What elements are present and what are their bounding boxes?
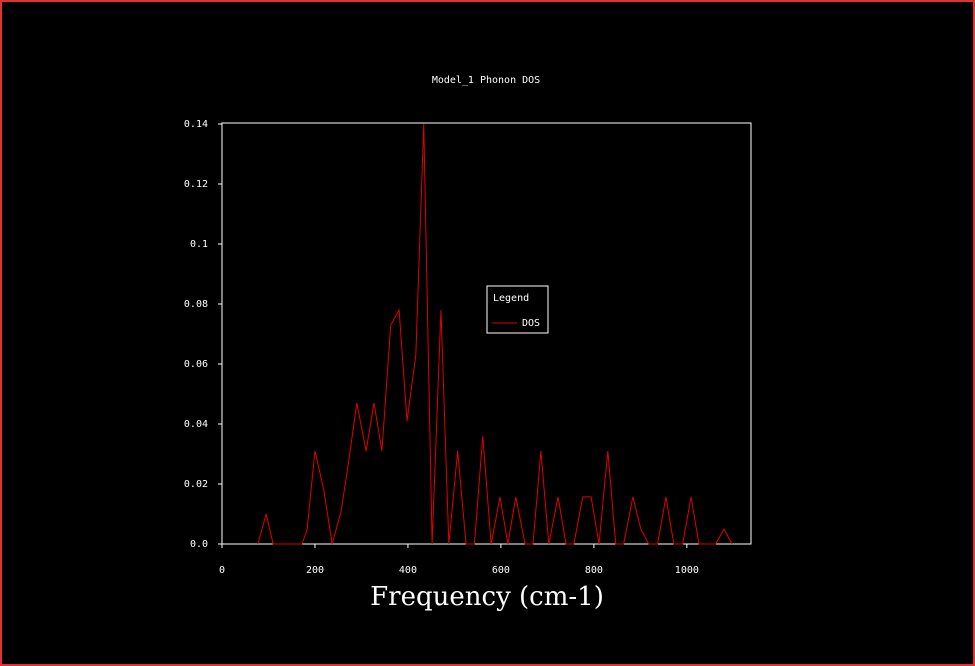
legend-label: DOS: [522, 318, 540, 329]
x-tick-label: 600: [492, 565, 510, 576]
data-line: [257, 123, 733, 545]
x-tick-label: 0: [219, 565, 225, 576]
x-axis-label: Frequency (cm-1): [370, 582, 604, 612]
y-tick-label: 0.14: [184, 119, 208, 130]
x-tick-label: 1000: [675, 565, 699, 576]
x-tick-label: 800: [585, 565, 603, 576]
plot-frame: [221, 122, 752, 545]
y-tick-label: 0.06: [184, 359, 208, 370]
y-tick-label: 0.08: [184, 299, 208, 310]
legend-box: [486, 285, 549, 334]
chart-title: Model_1 Phonon DOS: [432, 75, 540, 86]
y-tick-label: 0.0: [190, 539, 208, 550]
legend-title: Legend: [493, 293, 529, 304]
y-tick-label: 0.04: [184, 419, 208, 430]
x-tick-label: 400: [399, 565, 417, 576]
legend: Legend DOS: [486, 285, 549, 334]
x-tick-label: 200: [306, 565, 324, 576]
y-tick-label: 0.12: [184, 179, 208, 190]
y-tick-label: 0.02: [184, 479, 208, 490]
y-tick-label: 0.1: [190, 239, 208, 250]
